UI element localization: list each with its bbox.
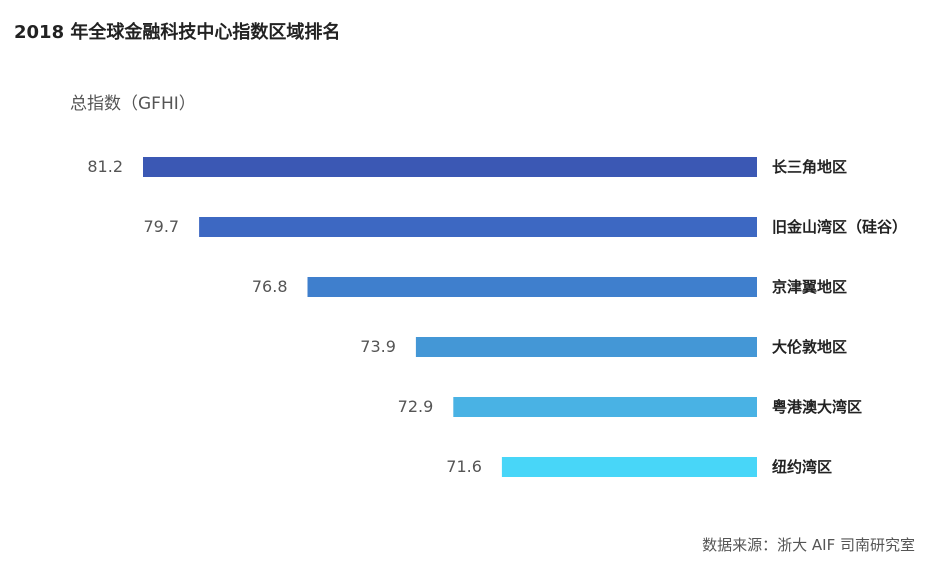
value-label-6: 71.6: [446, 457, 482, 476]
value-label-4: 73.9: [360, 337, 396, 356]
bar-3: [307, 277, 757, 297]
value-label-3: 76.8: [252, 277, 288, 296]
category-label-1: 长三角地区: [772, 158, 847, 176]
category-label-2: 旧金山湾区（硅谷）: [772, 218, 907, 236]
value-label-1: 81.2: [87, 157, 123, 176]
bar-6: [501, 457, 757, 477]
value-label-2: 79.7: [143, 217, 179, 236]
category-label-5: 粤港澳大湾区: [772, 398, 862, 416]
bar-5: [453, 397, 757, 417]
source-note: 数据来源：浙大 AIF 司南研究室: [702, 536, 915, 554]
bar-4: [415, 337, 757, 357]
category-label-3: 京津翼地区: [772, 278, 847, 296]
category-label-4: 大伦敦地区: [772, 338, 847, 356]
chart-title: 2018 年全球金融科技中心指数区域排名: [14, 22, 341, 43]
value-label-5: 72.9: [398, 397, 434, 416]
category-label-6: 纽约湾区: [772, 458, 832, 476]
y-axis-label: 总指数（GFHI）: [70, 94, 196, 114]
bar-1: [143, 157, 757, 177]
bar-2: [199, 217, 758, 237]
